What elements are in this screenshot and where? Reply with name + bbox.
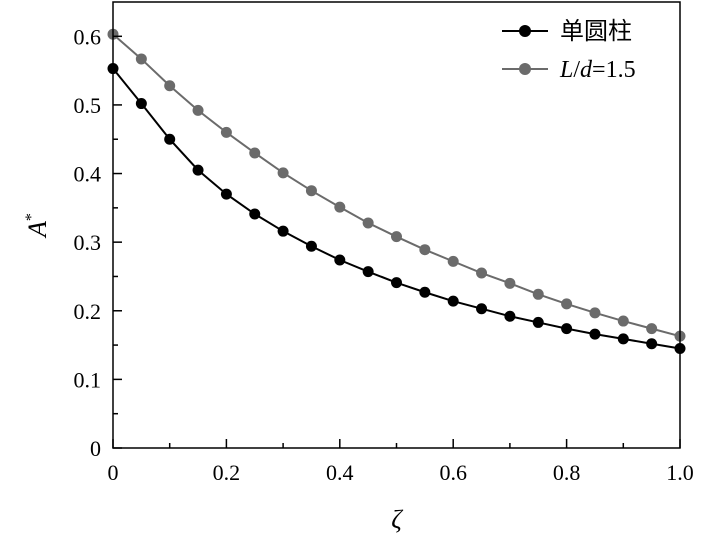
- data-point-series-0: [391, 277, 402, 289]
- data-point-series-1: [589, 307, 601, 319]
- data-point-series-0: [504, 310, 516, 322]
- data-point-series-1: [617, 315, 629, 327]
- data-point-series-1: [504, 277, 516, 289]
- y-axis-label-main: A: [23, 221, 52, 239]
- data-point-series-0: [617, 333, 629, 345]
- x-axis-label: ζ: [391, 505, 403, 534]
- data-point-series-0: [277, 225, 289, 237]
- legend-label-slash: /: [573, 57, 580, 83]
- legend-label-rest: =1.5: [592, 57, 636, 83]
- data-point-series-1: [305, 185, 317, 197]
- data-point-series-0: [532, 316, 544, 328]
- legend-label-L: L: [559, 57, 573, 83]
- data-point-series-0: [589, 328, 601, 340]
- data-point-series-0: [164, 133, 176, 145]
- y-tick-label: 0.6: [74, 24, 102, 49]
- data-point-series-1: [192, 104, 204, 116]
- data-point-series-1: [419, 244, 431, 256]
- data-point-series-1: [447, 255, 459, 267]
- x-tick-label: 0.4: [326, 460, 354, 485]
- x-tick-label: 0.2: [213, 460, 241, 485]
- data-point-series-1: [249, 147, 261, 159]
- data-point-series-1: [135, 53, 147, 65]
- x-tick-label: 1.0: [666, 460, 694, 485]
- data-point-series-0: [249, 208, 261, 220]
- legend-marker-l-over-d: [519, 63, 531, 75]
- data-point-series-0: [362, 266, 374, 278]
- y-axis-label-superscript: *: [23, 213, 40, 221]
- y-tick-label: 0.1: [74, 367, 102, 392]
- data-point-series-0: [192, 164, 204, 176]
- data-point-series-0: [135, 98, 147, 110]
- data-point-series-0: [646, 338, 658, 350]
- data-point-series-0: [476, 303, 488, 315]
- y-tick-label: 0.3: [74, 230, 102, 255]
- data-point-series-0: [334, 254, 346, 266]
- x-tick-label: 0.6: [439, 460, 467, 485]
- data-point-series-0: [561, 323, 573, 335]
- data-point-series-1: [334, 201, 346, 213]
- legend: 单圆柱 L/d=1.5: [502, 18, 636, 83]
- data-point-series-1: [277, 167, 289, 179]
- ticks-layer: 0 0.2 0.4 0.6 0.8 1.0 0 0.1 0.2 0.3 0.4 0.5 0.6: [74, 24, 694, 485]
- y-tick-label: 0: [90, 436, 101, 461]
- data-point-series-1: [476, 267, 488, 279]
- x-tick-label: 0: [108, 460, 119, 485]
- legend-marker-single-cylinder: [519, 25, 531, 37]
- legend-label-single-cylinder: 单圆柱: [560, 18, 632, 45]
- y-tick-label: 0.5: [74, 93, 102, 118]
- data-point-series-1: [220, 126, 232, 138]
- legend-label-l-over-d: L/d=1.5: [559, 57, 636, 83]
- data-point-series-1: [646, 323, 658, 335]
- y-axis-label: A*: [23, 213, 52, 239]
- data-point-series-1: [362, 217, 374, 229]
- y-tick-label: 0.4: [74, 162, 102, 187]
- y-tick-label: 0.2: [74, 299, 102, 324]
- data-point-series-1: [164, 80, 176, 92]
- data-point-series-0: [305, 240, 317, 252]
- data-point-series-1: [561, 298, 573, 310]
- data-point-series-0: [419, 286, 431, 298]
- x-tick-label: 0.8: [553, 460, 581, 485]
- data-point-series-1: [391, 231, 402, 243]
- data-point-series-0: [447, 295, 459, 307]
- legend-label-d: d: [580, 57, 593, 83]
- data-point-series-1: [532, 288, 544, 300]
- data-point-series-0: [220, 188, 232, 200]
- series-layer: [107, 28, 686, 355]
